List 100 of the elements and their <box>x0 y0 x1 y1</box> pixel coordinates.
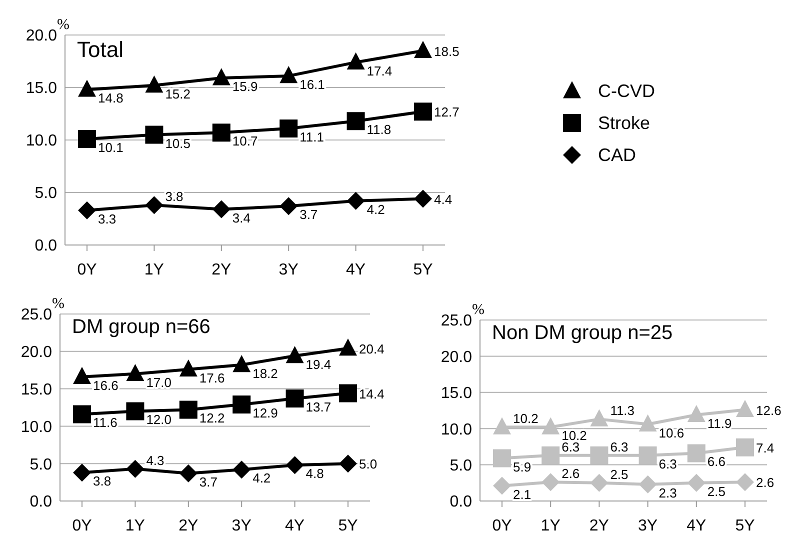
data-label: 3.3 <box>98 211 116 226</box>
point <box>145 196 164 214</box>
point <box>346 192 365 210</box>
data-label: 11.1 <box>300 129 324 144</box>
y-tick-label: 25.0 <box>440 312 472 330</box>
x-tick-label: 1Y <box>125 517 146 534</box>
legend-label: Stroke <box>598 112 650 134</box>
data-label: 19.4 <box>306 356 332 372</box>
x-tick-label: 3Y <box>278 261 299 278</box>
y-tick-label: 10.0 <box>26 132 58 150</box>
data-label: 2.5 <box>610 466 628 482</box>
point <box>232 396 251 414</box>
point <box>339 338 357 356</box>
x-tick-label: 4Y <box>285 517 305 534</box>
point <box>346 112 365 130</box>
data-label: 11.8 <box>366 122 392 138</box>
point <box>126 402 144 420</box>
data-label: 11.9 <box>707 416 732 431</box>
data-label: 12.9 <box>252 406 278 421</box>
point <box>280 119 298 138</box>
data-label: 4.8 <box>306 466 324 482</box>
y-tick-label: 0.0 <box>30 494 52 511</box>
data-label: 2.6 <box>562 466 580 482</box>
point <box>212 68 230 86</box>
y-tick-label: 15.0 <box>26 80 58 98</box>
point <box>145 76 164 93</box>
x-tick-label: 2Y <box>589 517 610 534</box>
data-label: 11.6 <box>93 415 118 430</box>
point <box>286 346 304 364</box>
data-label: 5.9 <box>513 459 532 474</box>
point <box>179 359 198 377</box>
x-tick-label: 5Y <box>413 261 434 278</box>
chart-title: Non DM group n=25 <box>492 322 673 345</box>
data-label: 5.0 <box>359 456 378 472</box>
point <box>78 130 96 148</box>
y-tick-label: 5.0 <box>450 457 472 474</box>
x-tick-label: 0Y <box>492 517 512 534</box>
x-tick-label: 4Y <box>686 517 707 534</box>
y-tick-label: 5.0 <box>30 456 52 474</box>
data-label: 10.2 <box>513 411 538 426</box>
x-tick-label: 2Y <box>212 261 232 278</box>
data-label: 16.1 <box>300 76 325 92</box>
chart-title: DM group n=66 <box>72 316 210 339</box>
y-tick-label: 15.0 <box>440 385 472 402</box>
legend-label: C-CVD <box>598 80 655 102</box>
data-label: 20.4 <box>359 341 384 356</box>
y-tick-label: 0.0 <box>450 494 472 511</box>
x-tick-label: 3Y <box>232 517 252 534</box>
point <box>232 460 251 479</box>
y-tick-label: 20.0 <box>20 344 52 362</box>
y-tick-label: 10.0 <box>20 418 52 436</box>
y-tick-label: 20.0 <box>26 28 58 45</box>
y-tick-label: 20.0 <box>440 348 472 366</box>
data-label: 15.9 <box>232 79 258 94</box>
data-label: 4.4 <box>434 192 452 207</box>
data-label: 16.6 <box>93 378 118 393</box>
point <box>212 200 230 218</box>
data-label: 2.3 <box>658 485 677 500</box>
point <box>179 464 198 482</box>
point <box>78 201 96 220</box>
point <box>179 400 198 419</box>
data-label: 18.5 <box>434 44 460 59</box>
data-label: 3.7 <box>199 474 218 490</box>
point <box>78 80 96 97</box>
x-tick-label: 2Y <box>178 517 199 534</box>
x-tick-label: 3Y <box>638 517 658 534</box>
data-label: 6.3 <box>658 456 677 472</box>
data-label: 4.3 <box>146 452 164 468</box>
point <box>126 460 144 478</box>
x-tick-label: 5Y <box>338 517 358 534</box>
data-label: 12.0 <box>146 412 172 428</box>
point <box>73 464 91 482</box>
data-label: 14.8 <box>98 90 124 106</box>
data-label: 6.3 <box>610 439 628 454</box>
data-label: 4.2 <box>252 470 271 486</box>
point <box>286 390 304 408</box>
data-label: 2.6 <box>756 475 774 490</box>
point <box>212 124 230 142</box>
data-label: 10.5 <box>165 136 191 151</box>
point <box>280 197 298 216</box>
data-label: 3.4 <box>232 210 250 226</box>
point <box>339 384 357 402</box>
y-axis-title: % <box>57 17 70 33</box>
data-label: 10.7 <box>232 134 258 149</box>
x-tick-label: 0Y <box>72 517 92 534</box>
y-axis-title: % <box>472 302 484 318</box>
point <box>232 354 251 372</box>
data-label: 2.1 <box>513 486 532 502</box>
data-label: 4.2 <box>366 202 385 217</box>
y-tick-label: 10.0 <box>440 421 472 438</box>
data-label: 17.6 <box>199 370 225 386</box>
point <box>126 364 144 382</box>
y-tick-label: 0.0 <box>34 238 58 255</box>
data-label: 12.7 <box>434 104 460 120</box>
point <box>286 456 304 474</box>
data-label: 12.6 <box>756 402 782 418</box>
point <box>73 405 91 424</box>
point <box>414 190 432 208</box>
point <box>280 66 298 84</box>
data-label: 17.4 <box>366 63 392 78</box>
